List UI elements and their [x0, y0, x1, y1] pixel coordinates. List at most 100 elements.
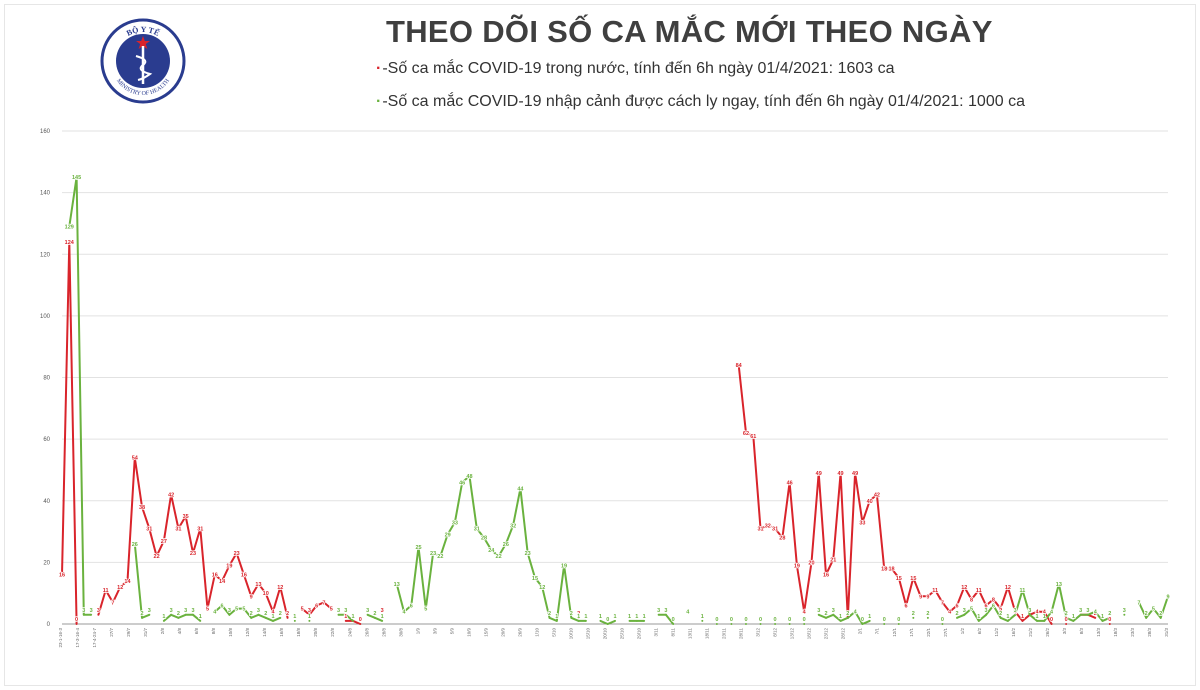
x-tick-label: 23/11 [722, 628, 727, 639]
data-label: 32 [510, 523, 516, 529]
data-label: 28 [779, 536, 785, 542]
data-point [424, 607, 427, 610]
data-label: 22 [437, 554, 443, 560]
data-label: 16 [823, 573, 829, 579]
data-point [1137, 601, 1140, 604]
x-tick-label: 3/11 [654, 628, 659, 637]
data-point [526, 552, 529, 555]
ministry-of-health-logo: BỘ Y TẾ MINISTRY OF HEALTH [100, 18, 186, 104]
data-label: 14 [124, 579, 131, 585]
x-tick-label: 15/9 [483, 628, 488, 637]
data-label: 5 [424, 607, 427, 613]
data-point [759, 623, 762, 625]
x-tick-label: 4/8 [177, 628, 182, 635]
data-point [1072, 619, 1075, 622]
data-point [133, 456, 136, 459]
data-label: 28 [481, 536, 487, 542]
data-point [977, 619, 980, 622]
data-label: 15 [896, 576, 902, 582]
x-tick-label: 1/2 [960, 628, 965, 635]
data-point [213, 610, 216, 613]
data-label: 2 [1159, 611, 1162, 617]
x-tick-label: 15/10 [585, 628, 590, 640]
data-label: 5 [235, 607, 238, 613]
data-point [912, 616, 915, 619]
data-label: 4 [1043, 610, 1047, 616]
data-point [985, 613, 988, 616]
x-tick-label: 27/1 [943, 628, 948, 637]
data-point [1036, 619, 1039, 622]
data-label: 62 [743, 431, 749, 437]
data-label: 2 [1108, 611, 1111, 617]
data-label: 1 [1101, 614, 1104, 620]
data-point [141, 505, 144, 508]
data-point [912, 576, 915, 579]
data-point [475, 527, 478, 530]
data-label: 2 [955, 611, 958, 617]
x-tick-label: 26/9 [517, 628, 522, 637]
data-point [504, 542, 507, 545]
data-point [985, 604, 988, 607]
data-label: 5 [970, 607, 973, 613]
data-point [461, 481, 464, 484]
data-label: 2 [824, 611, 827, 617]
data-label: 1 [352, 614, 355, 620]
data-point [61, 573, 63, 576]
data-point [1028, 613, 1031, 616]
data-point [199, 527, 202, 530]
data-point [1159, 616, 1162, 619]
data-point [242, 607, 245, 610]
data-point [228, 613, 231, 616]
data-point [686, 610, 689, 613]
data-point [111, 601, 114, 604]
data-point [766, 524, 769, 527]
x-tick-label: 5/10 [551, 628, 556, 637]
data-point [614, 619, 616, 622]
data-point [82, 613, 85, 616]
data-point [905, 604, 908, 607]
data-point [308, 613, 311, 616]
data-point [381, 613, 384, 616]
data-point [1057, 582, 1060, 585]
data-label: 44 [517, 486, 524, 492]
data-point [381, 619, 384, 622]
legend-marker-domestic: · [376, 60, 382, 77]
data-point [854, 472, 857, 475]
data-point [191, 613, 194, 616]
data-label: 1 [271, 614, 274, 620]
data-label: 6 [410, 604, 413, 610]
data-label: 0 [883, 617, 886, 623]
data-label: 25 [415, 545, 421, 551]
series-line-0 [737, 365, 1053, 625]
data-point [533, 576, 536, 579]
data-label: 1 [839, 614, 842, 620]
data-point [1065, 616, 1068, 619]
data-label: 49 [838, 471, 844, 477]
data-point [781, 536, 784, 539]
data-point [250, 616, 253, 619]
data-point [75, 623, 78, 625]
data-point [803, 610, 806, 613]
data-label: 3 [832, 608, 835, 614]
x-tick-label: 18/3 [1113, 628, 1118, 637]
data-label: 12 [117, 585, 123, 591]
data-label: 48 [466, 474, 472, 480]
x-tick-label: 12/1 [892, 628, 897, 637]
data-label: 6 [955, 604, 958, 610]
data-point [788, 481, 791, 484]
data-point [512, 524, 515, 527]
legend-item-domestic: ·-Số ca mắc COVID-19 trong nước, tính đế… [376, 60, 895, 78]
x-tick-label: 13/3 [1096, 628, 1101, 637]
data-point [795, 564, 798, 567]
data-point [897, 623, 900, 625]
data-label: 1 [599, 614, 602, 620]
data-label: 7 [1137, 600, 1140, 606]
x-tick-label: 25/10 [620, 628, 625, 640]
data-point [1006, 586, 1009, 589]
data-label: 24 [488, 548, 495, 554]
data-point [890, 567, 893, 570]
grid-lines [62, 130, 1168, 625]
x-tick-label: 16/8 [279, 628, 284, 637]
data-point [344, 619, 347, 622]
data-label: 1 [628, 614, 631, 620]
